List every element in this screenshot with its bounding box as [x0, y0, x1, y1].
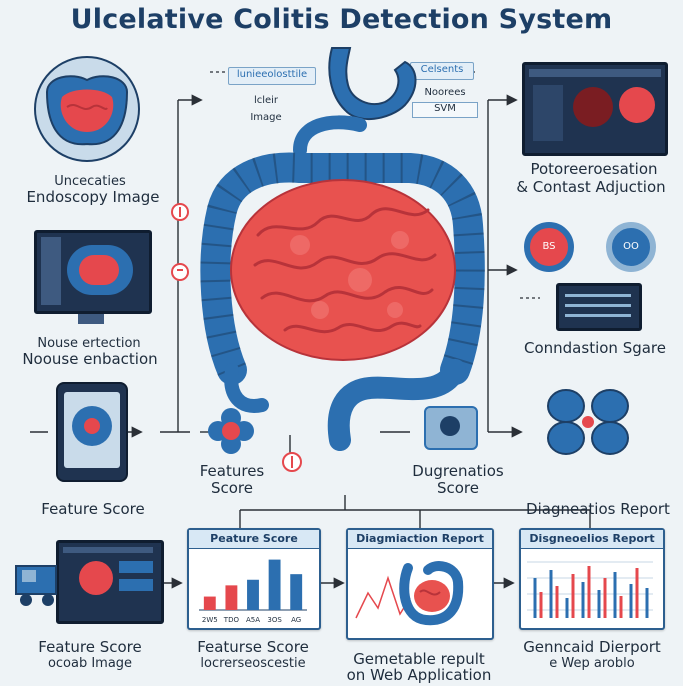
diagnosis-report-panel-title: Diagmiaction Report — [348, 530, 492, 549]
generated-report-panel: Disgneoelios Report — [519, 528, 665, 630]
diag-line1: Dugrenatios — [412, 462, 504, 480]
right-item1-line2: & Contast Adjuction — [516, 178, 666, 196]
right-item3: Diagneatios Report — [526, 500, 670, 518]
feature-score-bar-chart: 2W5 TDO A5A 3OS AG — [199, 559, 307, 624]
page-title: Ulcelative Colitis Detection System — [70, 4, 613, 35]
chart-tick-label: AG — [291, 616, 301, 624]
right-item2: Conndastion Sgare — [524, 339, 666, 357]
enhancement-screen — [522, 62, 668, 156]
bottom-panel4-label2: e Wep aroblo — [549, 656, 635, 671]
bottom-panel2-label2: locrerseoscestie — [200, 656, 306, 671]
endoscopy-image-icon — [34, 56, 140, 162]
tablet-device — [56, 382, 128, 482]
bottom-panel1-label2: ocoab Image — [47, 656, 133, 671]
chart-bar — [225, 585, 238, 610]
diagnosis-clover-icon — [547, 389, 629, 455]
chart-tick-label: 2W5 — [202, 616, 218, 624]
classifier-sub-1: Noorees — [424, 87, 466, 98]
chart-bar — [268, 559, 281, 610]
control-panel — [556, 283, 642, 331]
input-sub-1: lcleir — [253, 95, 279, 106]
diagnostics-icon — [424, 406, 478, 450]
gauge-1-label: BS — [542, 241, 556, 252]
generated-report-panel-title: Disgneoelios Report — [521, 530, 663, 549]
diagnosis-report-panel: Diagmiaction Report — [346, 528, 494, 640]
classifier-label: Celsents — [420, 64, 464, 75]
bottom-panel3-label2: on Web Application — [346, 666, 492, 684]
bottom-panel4-label1: Genncaid Dierport — [523, 638, 661, 656]
feature-score-panel: Peature Score 2W5 TDO A5A 3OS AG — [187, 528, 321, 630]
feature-flower-icon — [208, 408, 254, 454]
input-sub-2: Image — [250, 112, 282, 123]
chart-tick-label: TDO — [223, 616, 240, 624]
chart-tick-label: 3OS — [267, 616, 282, 624]
truck-icon — [15, 565, 57, 606]
gauge-1 — [524, 222, 574, 272]
left-item2-line1: Nouse ertection — [37, 336, 141, 351]
transport-screen — [56, 540, 164, 624]
left-item1-line2: Endoscopy Image — [26, 188, 160, 206]
classifier-sub-2: SVM — [434, 103, 456, 114]
report-illustration — [355, 561, 464, 626]
chart-bar — [247, 579, 259, 610]
features-line2: Score — [210, 479, 253, 497]
monitor-screen — [34, 230, 152, 314]
feature-score-panel-title: Peature Score — [189, 530, 319, 549]
monitor-stand — [78, 314, 104, 324]
chart-tick-label: A5A — [246, 616, 260, 624]
gauge-2-label: OO — [623, 241, 639, 252]
features-line1: Features — [199, 462, 265, 480]
left-item2-line2: Noouse enbaction — [22, 350, 158, 368]
left-item3: Feature Score — [41, 500, 145, 518]
chart-bar — [290, 574, 303, 610]
left-item1-line1: Uncecaties — [54, 174, 126, 189]
diag-line2: Score — [436, 479, 479, 497]
bottom-panel3-label1: Gemetable repult — [353, 650, 485, 668]
input-box-label: lunieeolosttile — [236, 69, 308, 80]
gauge-2 — [606, 222, 656, 272]
right-item1-line1: Potoreeroesation — [530, 160, 658, 178]
bottom-panel1-label1: Feature Score — [38, 638, 142, 656]
report-bars — [527, 561, 653, 618]
input-box — [228, 67, 316, 85]
svm-box — [412, 102, 478, 118]
bottom-panel2-label1: Featurse Score — [197, 638, 309, 656]
chart-bar — [203, 596, 216, 610]
